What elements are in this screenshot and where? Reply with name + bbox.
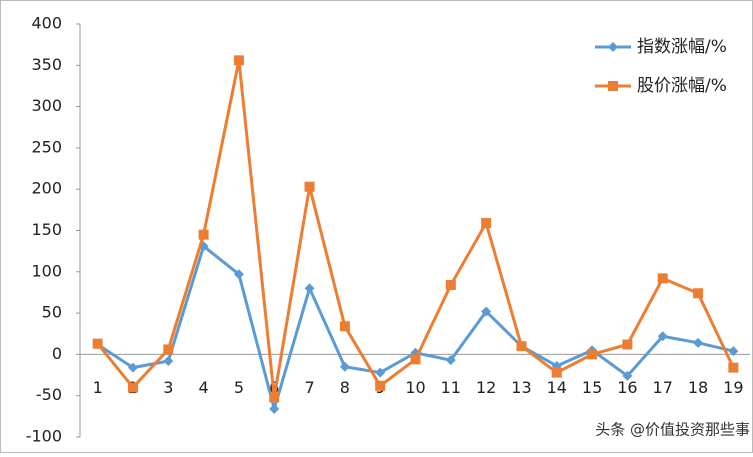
legend-marker — [608, 42, 618, 52]
marker — [657, 273, 668, 284]
x-tick-label: 12 — [476, 378, 496, 397]
x-tick-label: 10 — [405, 378, 425, 397]
watermark: 头条 @价值投资那些事 — [595, 421, 750, 439]
marker — [163, 344, 174, 355]
legend-label: 股价涨幅/% — [637, 76, 727, 96]
y-tick-label: 50 — [42, 303, 62, 322]
marker — [198, 229, 209, 240]
marker — [728, 362, 739, 373]
y-tick-label: 0 — [52, 344, 62, 363]
marker — [304, 181, 315, 192]
marker — [481, 218, 492, 229]
marker — [445, 280, 456, 291]
y-tick-label: -100 — [26, 427, 62, 446]
marker — [92, 338, 103, 349]
marker — [693, 288, 704, 299]
marker — [233, 55, 244, 66]
marker — [693, 337, 704, 348]
x-tick-label: 13 — [511, 378, 531, 397]
x-tick-label: 1 — [93, 378, 103, 397]
marker — [587, 349, 598, 360]
marker — [127, 382, 138, 393]
marker — [516, 341, 527, 352]
marker — [304, 283, 315, 294]
x-tick-label: 3 — [163, 378, 173, 397]
marker — [127, 362, 138, 373]
x-tick-label: 16 — [617, 378, 637, 397]
x-tick-label: 11 — [441, 378, 461, 397]
x-tick-label: 4 — [199, 378, 209, 397]
marker — [728, 346, 739, 357]
marker — [481, 306, 492, 317]
marker — [339, 321, 350, 332]
y-tick-label: 350 — [31, 55, 62, 74]
marker — [622, 339, 633, 350]
x-tick-label: 18 — [688, 378, 708, 397]
y-tick-label: 150 — [31, 220, 62, 239]
marker — [233, 269, 244, 280]
y-tick-label: 400 — [31, 14, 62, 33]
y-tick-label: -50 — [36, 385, 62, 404]
x-tick-label: 7 — [304, 378, 314, 397]
x-tick-label: 8 — [340, 378, 350, 397]
x-tick-label: 15 — [582, 378, 602, 397]
marker — [375, 367, 386, 378]
y-tick-label: 300 — [31, 96, 62, 115]
y-tick-label: 200 — [31, 179, 62, 198]
marker — [657, 331, 668, 342]
marker — [163, 356, 174, 367]
x-tick-label: 19 — [723, 378, 743, 397]
legend-label: 指数涨幅/% — [637, 37, 727, 57]
marker — [339, 361, 350, 372]
marker — [410, 354, 421, 365]
y-tick-label: 100 — [31, 261, 62, 280]
y-tick-label: 250 — [31, 137, 62, 156]
x-tick-label: 5 — [234, 378, 244, 397]
marker — [445, 355, 456, 366]
marker — [551, 367, 562, 378]
x-tick-label: 17 — [653, 378, 673, 397]
legend-marker — [608, 81, 618, 91]
x-tick-label: 14 — [547, 378, 567, 397]
marker — [269, 392, 280, 403]
marker — [622, 370, 633, 381]
marker — [269, 403, 280, 414]
marker — [375, 380, 386, 391]
